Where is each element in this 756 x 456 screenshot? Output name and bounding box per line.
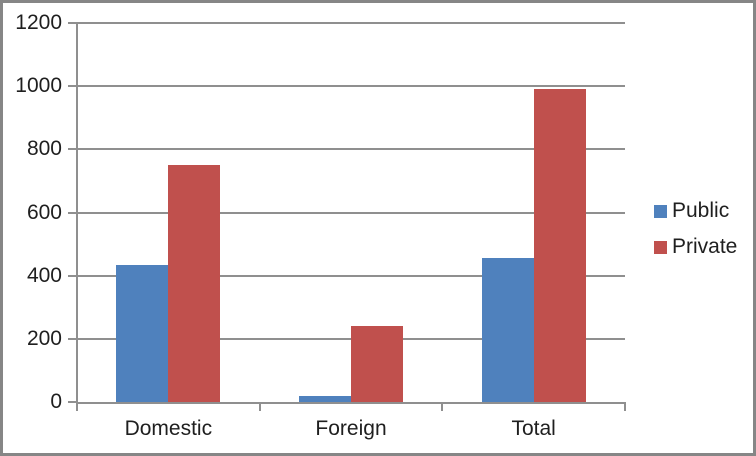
major-gridline xyxy=(77,274,625,277)
legend-item-private: Private xyxy=(654,235,738,258)
bar-private-foreign xyxy=(351,326,404,402)
y-axis-tick xyxy=(68,85,77,88)
x-category-label: Foreign xyxy=(315,417,387,440)
y-axis-line xyxy=(76,23,78,411)
major-gridline xyxy=(77,148,625,151)
bar-public-domestic xyxy=(116,264,169,402)
y-axis-tick xyxy=(68,148,77,151)
y-axis-tick xyxy=(68,22,77,24)
major-gridline xyxy=(77,22,625,24)
bar-public-foreign xyxy=(298,395,351,402)
bar-private-total xyxy=(533,89,586,402)
legend-swatch-public xyxy=(654,204,667,218)
x-axis-tick xyxy=(441,402,444,411)
major-gridline xyxy=(77,85,625,88)
x-category-label: Total xyxy=(511,417,556,440)
y-tick-label: 1200 xyxy=(15,11,62,34)
y-tick-label: 0 xyxy=(50,390,62,413)
legend: Public Private xyxy=(654,199,738,272)
legend-swatch-private xyxy=(654,240,667,254)
y-axis-tick xyxy=(68,401,77,403)
bar-public-total xyxy=(481,258,534,402)
bar-private-domestic xyxy=(168,165,221,402)
y-tick-label: 200 xyxy=(26,326,62,350)
legend-label: Public xyxy=(672,199,730,222)
legend-item-public: Public xyxy=(654,199,737,222)
x-axis-tick xyxy=(76,402,78,411)
y-axis-tick xyxy=(68,274,77,277)
y-tick-label: 600 xyxy=(26,200,62,224)
y-axis-tick xyxy=(68,337,77,340)
x-axis-tick xyxy=(624,402,626,411)
x-category-label: Domestic xyxy=(124,417,213,440)
y-axis-tick xyxy=(68,211,77,214)
y-tick-label: 1000 xyxy=(15,74,62,98)
x-axis-line xyxy=(77,402,625,404)
x-axis-tick xyxy=(258,402,261,411)
legend-label: Private xyxy=(672,235,738,258)
major-gridline xyxy=(77,211,625,214)
y-tick-label: 800 xyxy=(26,137,62,161)
y-tick-label: 400 xyxy=(26,263,62,287)
